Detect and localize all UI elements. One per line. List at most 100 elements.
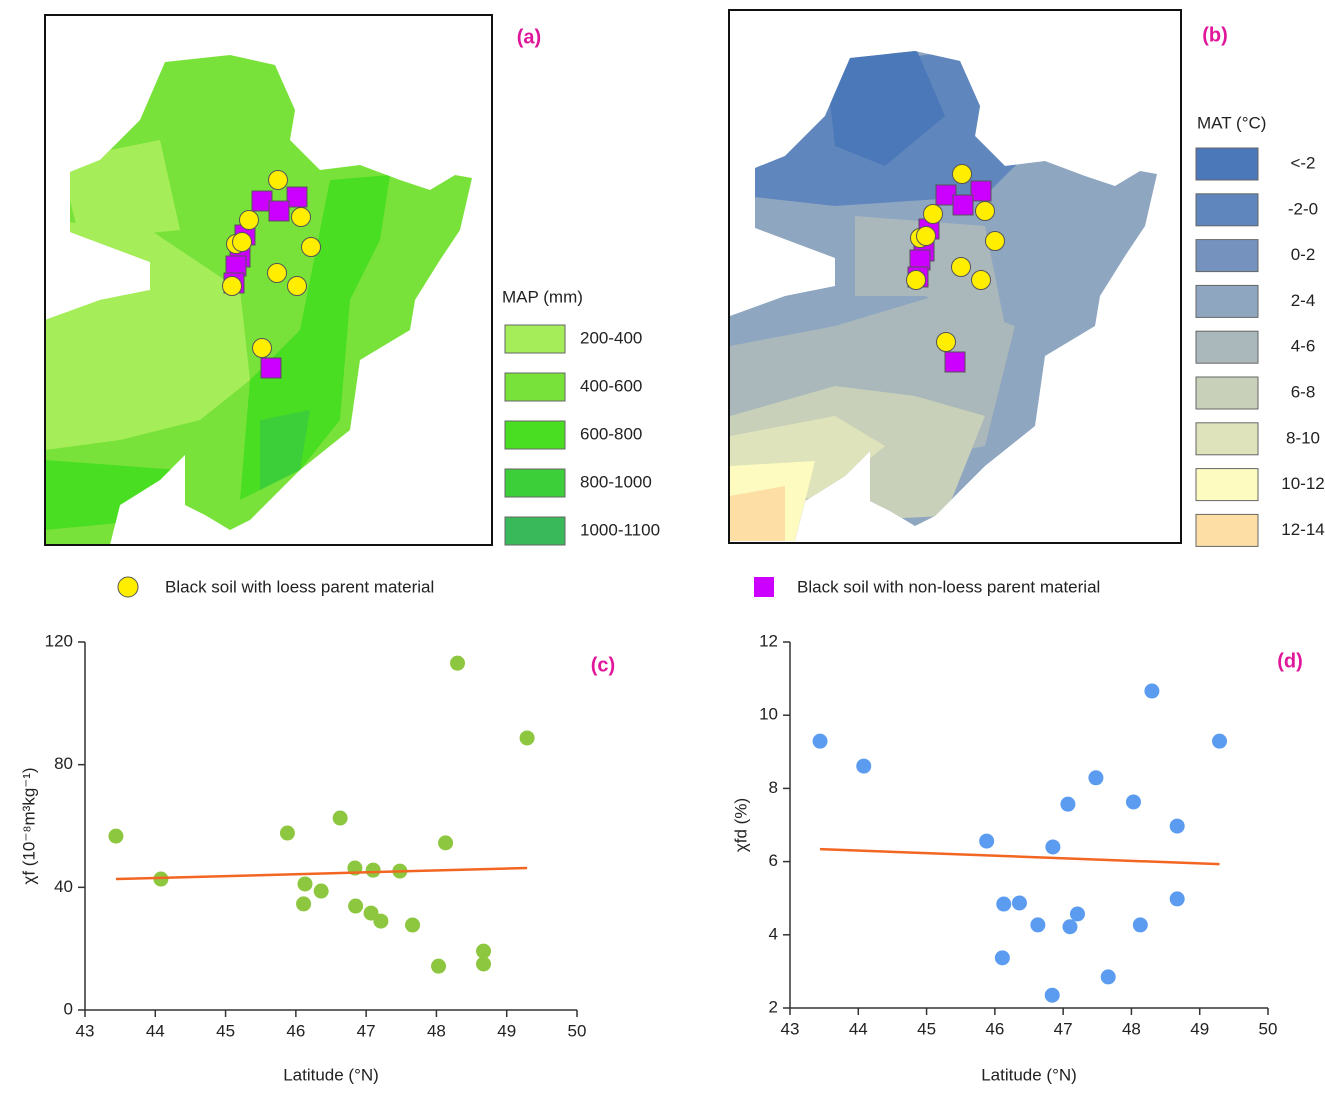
panel-label: (a) xyxy=(517,26,541,48)
site-marker xyxy=(916,226,936,246)
site-marker xyxy=(936,332,956,352)
legend-swatch xyxy=(504,372,566,402)
data-point xyxy=(1100,969,1116,985)
data-point xyxy=(1212,733,1228,749)
data-point xyxy=(1169,891,1185,907)
x-tick-label: 44 xyxy=(146,1021,165,1040)
legend-label: -2-0 xyxy=(1288,199,1318,218)
legend-label: <-2 xyxy=(1290,153,1315,172)
data-point xyxy=(994,950,1010,966)
site-marker xyxy=(232,232,252,252)
data-point xyxy=(1044,987,1060,1003)
data-point xyxy=(1169,818,1185,834)
panel-label: (c) xyxy=(591,654,615,676)
legend-swatch xyxy=(1195,239,1259,273)
panel-label: (b) xyxy=(1202,24,1228,46)
panel-label: (d) xyxy=(1277,650,1303,672)
data-point xyxy=(405,917,421,933)
legend-marker xyxy=(754,577,774,597)
data-point xyxy=(313,883,329,899)
site-marker xyxy=(268,170,288,190)
y-tick-label: 12 xyxy=(759,631,778,650)
x-axis-label: Latitude (°N) xyxy=(981,1065,1077,1084)
x-tick-label: 50 xyxy=(568,1021,587,1040)
site-marker xyxy=(252,338,272,358)
y-tick-label: 80 xyxy=(54,754,73,773)
data-point xyxy=(1062,919,1078,935)
legend-label: 2-4 xyxy=(1291,291,1316,310)
legend-swatch xyxy=(1195,147,1259,181)
map-a xyxy=(44,14,493,546)
x-tick-label: 47 xyxy=(1054,1019,1073,1038)
site-marker xyxy=(301,237,321,257)
site-marker xyxy=(975,201,995,221)
x-tick-label: 46 xyxy=(985,1019,1004,1038)
legend-swatch xyxy=(1195,376,1259,410)
x-tick-label: 45 xyxy=(216,1021,235,1040)
data-point xyxy=(1011,895,1027,911)
x-tick-label: 49 xyxy=(497,1021,516,1040)
legend-label: 0-2 xyxy=(1291,245,1316,264)
legend-swatch xyxy=(504,516,566,546)
site-marker xyxy=(267,263,287,283)
y-tick-label: 10 xyxy=(759,705,778,724)
x-tick-label: 46 xyxy=(286,1021,305,1040)
legend-marker xyxy=(117,576,139,598)
data-point xyxy=(108,828,124,844)
legend-swatch xyxy=(504,324,566,354)
y-tick-label: 120 xyxy=(45,631,73,650)
legend-swatch xyxy=(504,468,566,498)
legend-label: 6-8 xyxy=(1291,382,1316,401)
data-point xyxy=(996,896,1012,912)
data-point xyxy=(332,810,348,826)
data-point xyxy=(476,956,492,972)
data-point xyxy=(1030,917,1046,933)
data-point xyxy=(1125,794,1141,810)
x-tick-label: 50 xyxy=(1259,1019,1278,1038)
site-marker xyxy=(970,180,992,202)
legend-label: Black soil with non-loess parent materia… xyxy=(797,577,1100,596)
site-marker xyxy=(287,276,307,296)
trend-line xyxy=(819,847,1220,866)
site-marker xyxy=(286,186,308,208)
data-point xyxy=(373,913,389,929)
site-marker xyxy=(260,357,282,379)
site-marker xyxy=(923,204,943,224)
data-point xyxy=(348,898,364,914)
y-tick-label: 8 xyxy=(769,778,778,797)
legend-label: 8-10 xyxy=(1286,428,1320,447)
y-tick-label: 2 xyxy=(769,997,778,1016)
legend-label: 12-14 xyxy=(1281,520,1324,539)
y-axis-label: χfd (%) xyxy=(731,798,750,852)
site-marker xyxy=(952,194,974,216)
legend-swatch xyxy=(1195,422,1259,456)
site-marker xyxy=(951,257,971,277)
legend-label: 800-1000 xyxy=(580,472,652,491)
y-axis-label: χf (10⁻⁸m³kg⁻¹) xyxy=(19,767,38,884)
x-tick-label: 44 xyxy=(849,1019,868,1038)
site-marker xyxy=(906,270,926,290)
x-tick-label: 48 xyxy=(1122,1019,1141,1038)
legend-swatch xyxy=(1195,330,1259,364)
x-tick-label: 48 xyxy=(427,1021,446,1040)
site-marker xyxy=(944,351,966,373)
site-marker xyxy=(268,200,290,222)
data-point xyxy=(297,876,313,892)
legend-swatch xyxy=(1195,193,1259,227)
data-point xyxy=(279,825,295,841)
legend-swatch xyxy=(1195,284,1259,318)
legend-label: 10-12 xyxy=(1281,474,1324,493)
data-point xyxy=(296,896,312,912)
data-point xyxy=(519,730,535,746)
x-tick-label: 47 xyxy=(357,1021,376,1040)
site-marker xyxy=(952,164,972,184)
legend-label: 1000-1100 xyxy=(580,520,660,539)
legend-title: MAP (mm) xyxy=(502,287,583,306)
data-point xyxy=(431,958,447,974)
data-point xyxy=(1069,906,1085,922)
data-point xyxy=(979,833,995,849)
x-tick-label: 45 xyxy=(917,1019,936,1038)
data-point xyxy=(812,733,828,749)
data-point xyxy=(1144,683,1160,699)
